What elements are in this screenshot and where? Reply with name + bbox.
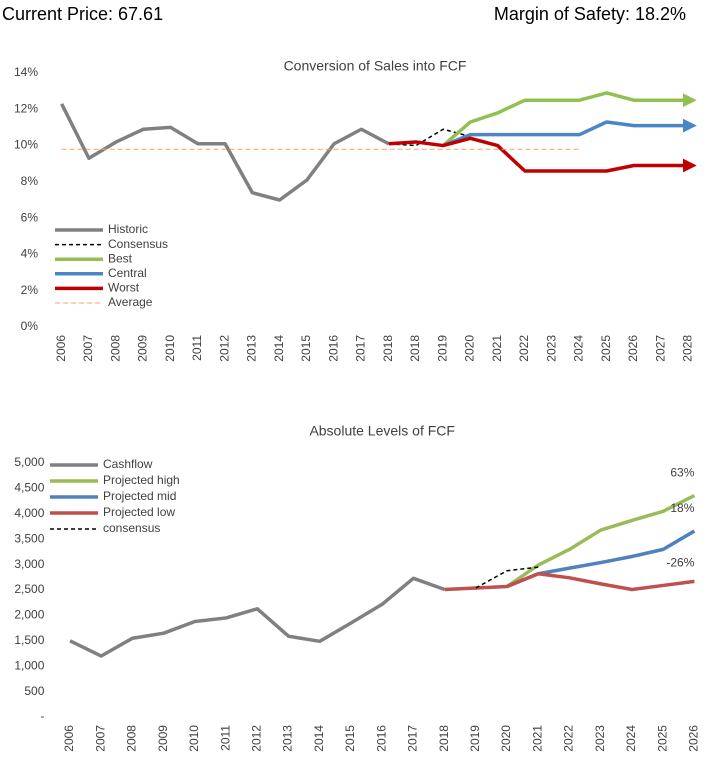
x-tick-label: 2018 [437, 725, 451, 752]
x-tick-label: 2013 [281, 725, 295, 752]
y-tick-label: 3,500 [14, 531, 44, 545]
series-line [442, 118, 697, 148]
x-tick-label: 2008 [125, 725, 139, 752]
y-tick-label: 0% [21, 319, 39, 333]
series-line [506, 493, 696, 588]
y-tick-label: 10% [14, 138, 38, 152]
x-tick-label: 2018 [408, 335, 422, 362]
x-tick-label: 2026 [687, 725, 701, 752]
x-tick-label: 2011 [218, 725, 232, 751]
margin-of-safety: Margin of Safety: 18.2% [494, 4, 686, 24]
legend-label: Best [108, 251, 133, 265]
x-tick-label: 2015 [299, 335, 313, 362]
x-tick-label: 2008 [108, 335, 122, 362]
x-tick-label: 2017 [354, 335, 368, 362]
y-tick-label: - [40, 709, 44, 723]
legend-label: Projected high [103, 473, 180, 487]
x-tick-label: 2012 [217, 335, 231, 362]
y-tick-label: 2,000 [14, 608, 44, 622]
y-tick-label: 1,500 [14, 633, 44, 647]
series-line [475, 566, 539, 589]
y-tick-label: 2,500 [14, 582, 44, 596]
y-tick-label: 5,000 [14, 455, 44, 469]
annotation: 63% [670, 466, 694, 480]
y-tick-label: 4% [21, 247, 39, 261]
x-tick-label: 2006 [54, 335, 68, 362]
y-tick-label: 14% [14, 65, 38, 79]
x-tick-label: 2010 [187, 725, 201, 752]
x-tick-label: 2018 [381, 335, 395, 362]
current-price: Current Price: 67.61 [2, 4, 163, 24]
x-tick-label: 2013 [245, 335, 259, 362]
series-line [441, 91, 697, 147]
x-tick-label: 2016 [374, 725, 388, 752]
annotation: -26% [666, 556, 694, 570]
series-line [69, 576, 446, 658]
legend-label: Projected mid [103, 489, 176, 503]
y-tick-label: 8% [21, 174, 39, 188]
series-line [444, 571, 695, 592]
x-tick-label: 2017 [406, 725, 420, 752]
chart-title: Conversion of Sales into FCF [284, 58, 467, 74]
x-tick-label: 2006 [62, 725, 76, 752]
x-tick-label: 2022 [562, 725, 576, 752]
x-tick-label: 2028 [681, 335, 695, 362]
legend-label: Historic [108, 222, 148, 236]
legend-label: consensus [103, 521, 160, 535]
x-tick-label: 2021 [490, 335, 504, 362]
x-tick-label: 2020 [499, 725, 513, 752]
x-tick-label: 2011 [190, 335, 204, 361]
chart-title: Absolute Levels of FCF [309, 423, 455, 439]
x-tick-label: 2007 [93, 725, 107, 752]
y-tick-label: 4,500 [14, 481, 44, 495]
x-tick-label: 2014 [312, 725, 326, 752]
y-tick-label: 2% [21, 283, 39, 297]
y-tick-label: 500 [24, 684, 44, 698]
y-tick-label: 6% [21, 210, 39, 224]
legend-label: Central [108, 266, 147, 280]
legend-label: Projected low [103, 505, 175, 519]
x-tick-label: 2009 [156, 725, 170, 752]
x-tick-label: 2016 [326, 335, 340, 362]
legend-label: Consensus [108, 237, 168, 251]
x-tick-label: 2023 [593, 725, 607, 752]
x-tick-label: 2019 [435, 335, 449, 362]
x-tick-label: 2023 [544, 335, 558, 362]
x-tick-label: 2007 [81, 335, 95, 362]
x-tick-label: 2024 [572, 335, 586, 362]
series-line [60, 103, 390, 202]
x-tick-label: 2010 [163, 335, 177, 362]
legend-label: Average [108, 295, 153, 309]
x-tick-label: 2025 [655, 725, 669, 752]
x-tick-label: 2020 [463, 335, 477, 362]
x-tick-label: 2027 [653, 335, 667, 362]
x-tick-label: 2014 [272, 335, 286, 362]
legend-label: Cashflow [103, 457, 153, 471]
y-tick-label: 3,000 [14, 557, 44, 571]
x-tick-label: 2025 [599, 335, 613, 362]
x-tick-label: 2012 [249, 725, 263, 752]
y-tick-label: 4,000 [14, 506, 44, 520]
x-tick-label: 2015 [343, 725, 357, 752]
x-tick-label: 2021 [530, 725, 544, 752]
x-tick-label: 2009 [136, 335, 150, 362]
x-tick-label: 2022 [517, 335, 531, 362]
x-tick-label: 2024 [624, 725, 638, 752]
x-tick-label: 2019 [468, 725, 482, 752]
series-line [388, 136, 697, 173]
y-tick-label: 1,000 [14, 658, 44, 672]
x-tick-label: 2026 [626, 335, 640, 362]
annotation: 18% [670, 501, 694, 515]
y-tick-label: 12% [14, 101, 38, 115]
legend-label: Worst [108, 281, 140, 295]
